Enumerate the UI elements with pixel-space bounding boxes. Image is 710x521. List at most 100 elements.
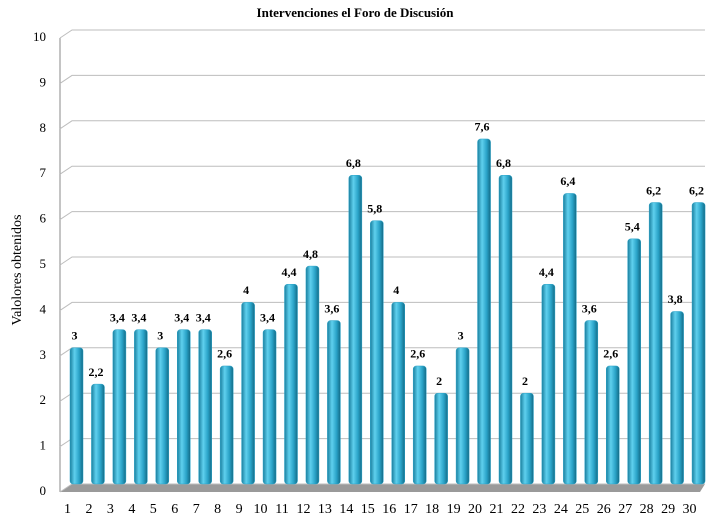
y-tick-label: 10 xyxy=(33,29,46,44)
bar xyxy=(627,238,641,485)
bar xyxy=(327,320,341,485)
x-tick-label: 6 xyxy=(171,502,178,517)
value-label: 4 xyxy=(393,283,399,297)
bar xyxy=(391,302,405,485)
value-label: 4,8 xyxy=(303,247,318,261)
bar xyxy=(584,320,599,485)
grid-line xyxy=(59,74,705,84)
value-label: 4,4 xyxy=(539,265,554,279)
bar xyxy=(219,365,234,485)
bar xyxy=(498,175,513,485)
value-label: 4,4 xyxy=(282,265,297,279)
bar xyxy=(198,329,212,485)
value-label: 3,8 xyxy=(668,292,683,306)
x-tick-label: 28 xyxy=(640,502,654,517)
value-label: 3,4 xyxy=(260,310,275,324)
bar xyxy=(412,365,427,485)
bar xyxy=(241,302,255,485)
value-label: 3,4 xyxy=(110,310,125,324)
x-tick-label: 2 xyxy=(85,502,92,517)
x-tick-label: 18 xyxy=(425,502,439,517)
x-tick-label: 10 xyxy=(254,502,268,517)
grid-line xyxy=(59,120,705,130)
y-tick-label: 5 xyxy=(40,256,47,271)
y-tick-label: 2 xyxy=(40,392,47,407)
value-label: 3,6 xyxy=(582,301,597,315)
value-label: 3,4 xyxy=(131,310,146,324)
floor xyxy=(60,484,705,492)
x-tick-label: 25 xyxy=(575,502,589,517)
bar xyxy=(434,392,448,485)
value-label: 3 xyxy=(72,329,78,343)
x-tick-label: 26 xyxy=(597,502,611,517)
x-tick-label: 20 xyxy=(468,502,482,517)
value-label: 6,8 xyxy=(346,156,361,170)
y-tick-label: 3 xyxy=(40,347,47,362)
value-label: 2 xyxy=(436,374,442,388)
x-tick-label: 8 xyxy=(214,502,221,517)
value-label: 6,4 xyxy=(560,174,575,188)
grid-line xyxy=(59,301,705,311)
x-tick-label: 15 xyxy=(361,502,375,517)
grid-line xyxy=(59,165,705,175)
y-tick-label: 9 xyxy=(40,74,47,89)
bar xyxy=(648,202,663,485)
y-tick-label: 1 xyxy=(40,438,47,453)
bar xyxy=(284,283,298,485)
bar xyxy=(670,311,684,485)
x-tick-label: 19 xyxy=(447,502,461,517)
bar xyxy=(134,329,148,485)
x-tick-label: 13 xyxy=(318,502,332,517)
value-label: 6,2 xyxy=(646,183,661,197)
y-tick-label: 4 xyxy=(40,301,47,316)
grid-line xyxy=(59,256,705,266)
y-axis-label: Valolores obtenidos xyxy=(10,215,25,326)
value-label: 3,4 xyxy=(174,310,189,324)
x-tick-label: 1 xyxy=(64,502,71,517)
x-tick-label: 5 xyxy=(150,502,157,517)
x-tick-label: 23 xyxy=(532,502,546,517)
x-tick-label: 21 xyxy=(490,502,504,517)
x-tick-label: 11 xyxy=(275,502,288,517)
bar xyxy=(155,347,170,485)
bar xyxy=(563,193,577,485)
bar xyxy=(477,138,491,485)
bar xyxy=(541,283,556,485)
x-tick-label: 3 xyxy=(107,502,114,517)
y-tick-label: 6 xyxy=(40,211,47,226)
value-label: 5,8 xyxy=(367,201,382,215)
bar xyxy=(691,202,706,485)
bar xyxy=(606,365,620,485)
y-tick-label: 8 xyxy=(40,120,47,135)
value-label: 3,4 xyxy=(196,310,211,324)
value-label: 3 xyxy=(157,329,163,343)
y-tick-label: 7 xyxy=(40,165,47,180)
value-label: 2,6 xyxy=(410,347,425,361)
value-label: 2 xyxy=(522,374,528,388)
bar xyxy=(112,329,127,485)
bar xyxy=(262,329,277,485)
y-tick-label: 0 xyxy=(40,483,47,498)
x-tick-label: 29 xyxy=(661,502,675,517)
bar xyxy=(91,383,105,485)
value-label: 7,6 xyxy=(475,120,490,134)
bar xyxy=(305,265,320,485)
x-tick-label: 27 xyxy=(618,502,632,517)
value-label: 3,6 xyxy=(324,301,339,315)
x-tick-label: 14 xyxy=(339,502,353,517)
bar xyxy=(455,347,470,485)
value-label: 3 xyxy=(458,329,464,343)
bar xyxy=(348,175,363,485)
grid-line xyxy=(59,29,705,39)
x-tick-label: 17 xyxy=(404,502,418,517)
value-label: 2,6 xyxy=(603,347,618,361)
x-tick-label: 9 xyxy=(236,502,243,517)
x-tick-label: 12 xyxy=(296,502,310,517)
value-label: 5,4 xyxy=(625,220,640,234)
bar xyxy=(370,220,384,485)
value-label: 2,2 xyxy=(88,365,103,379)
bar xyxy=(69,347,84,485)
x-tick-label: 24 xyxy=(554,502,568,517)
value-label: 6,8 xyxy=(496,156,511,170)
